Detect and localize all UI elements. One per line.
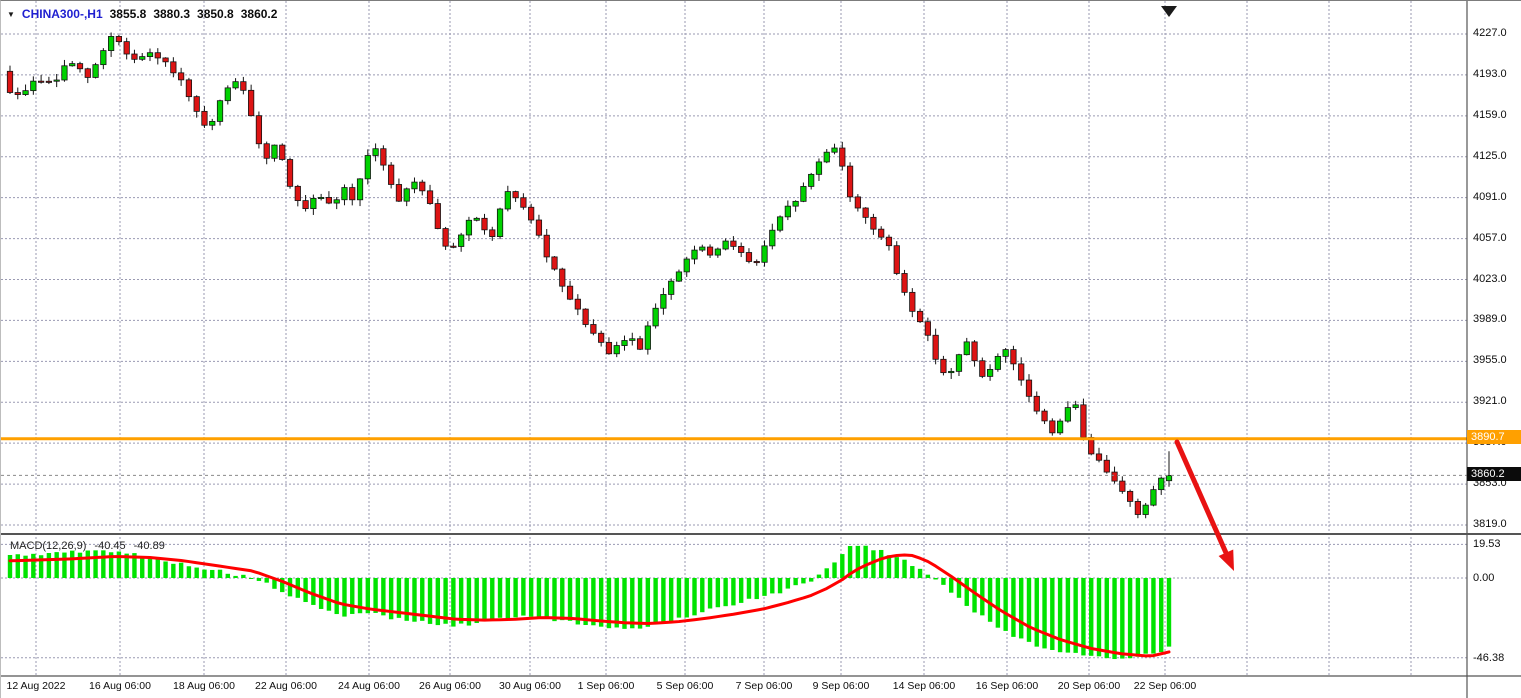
time-tick-label: 1 Sep 06:00 [577, 680, 635, 692]
price-tick-label: 4091.0 [1473, 190, 1507, 203]
indicator-value-signal: -40.89 [133, 540, 165, 552]
price-tick-label: 4023.0 [1473, 272, 1507, 285]
price-tick-label: 4057.0 [1473, 231, 1507, 244]
symbol-label: CHINA300-,H1 [21, 7, 103, 21]
ohlc-low: 3850.8 [197, 7, 234, 21]
price-tick-label: 3819.0 [1473, 518, 1507, 530]
time-tick-label: 14 Sep 06:00 [892, 680, 956, 692]
ohlc-high: 3880.3 [153, 7, 191, 21]
candlestick-series [6, 32, 1173, 519]
price-tick-label: 4227.0 [1473, 27, 1507, 39]
price-axis[interactable]: 4227.0 4193.0 4159.0 4125.0 4091.0 4057.0 4023… [1468, 1, 1521, 698]
hline-price-badge: 3890.7 [1467, 429, 1521, 444]
price-tick-label: 4125.0 [1473, 149, 1507, 162]
current-price-badge: 3860.2 [1467, 467, 1521, 482]
macd-tick-label: 0.00 [1473, 572, 1495, 584]
time-tick-label: 20 Sep 06:00 [1057, 680, 1121, 692]
time-tick-label: 30 Aug 06:00 [499, 680, 561, 692]
time-axis[interactable]: 12 Aug 2022 16 Aug 06:00 18 Aug 06:00 22 Au… [1, 678, 1521, 698]
macd-histogram [7, 545, 1172, 660]
chart-shift-icon [1161, 6, 1177, 17]
indicator-label: MACD(12,26,9) -40.45 -40.89 [10, 540, 165, 552]
price-tick-label: 3989.0 [1473, 313, 1507, 326]
price-tick-label: 4159.0 [1473, 108, 1507, 121]
macd-tick-label: 19.53 [1473, 538, 1501, 551]
time-tick-label: 26 Aug 06:00 [419, 680, 481, 692]
price-tick-label: 4193.0 [1473, 67, 1507, 80]
time-tick-label: 22 Sep 06:00 [1133, 680, 1197, 692]
time-tick-label: 7 Sep 06:00 [735, 680, 793, 692]
time-tick-label: 18 Aug 06:00 [173, 680, 235, 692]
chart-header: ▼ CHINA300-,H1 3855.8 3880.3 3850.8 3860… [7, 7, 277, 21]
time-tick-label: 9 Sep 06:00 [812, 680, 870, 692]
time-tick-label: 5 Sep 06:00 [656, 680, 714, 692]
ohlc-close: 3860.2 [240, 7, 278, 21]
time-tick-label: 16 Sep 06:00 [975, 680, 1039, 692]
indicator-name: MACD(12,26,9) [10, 540, 87, 552]
macd-tick-label: -46.38 [1473, 651, 1505, 664]
time-tick-label: 22 Aug 06:00 [255, 680, 317, 692]
time-tick-label: 24 Aug 06:00 [338, 680, 400, 692]
symbol-dropdown-icon[interactable]: ▼ [7, 9, 15, 19]
indicator-value-main: -40.45 [94, 540, 126, 552]
time-tick-label: 16 Aug 06:00 [89, 680, 151, 692]
time-tick-label: 12 Aug 2022 [6, 680, 66, 692]
macd-signal-line [8, 553, 1171, 658]
ohlc-open: 3855.8 [109, 7, 147, 21]
price-tick-label: 3921.0 [1473, 395, 1507, 408]
trend-arrow [1174, 439, 1234, 571]
price-tick-label: 3955.0 [1473, 354, 1507, 367]
